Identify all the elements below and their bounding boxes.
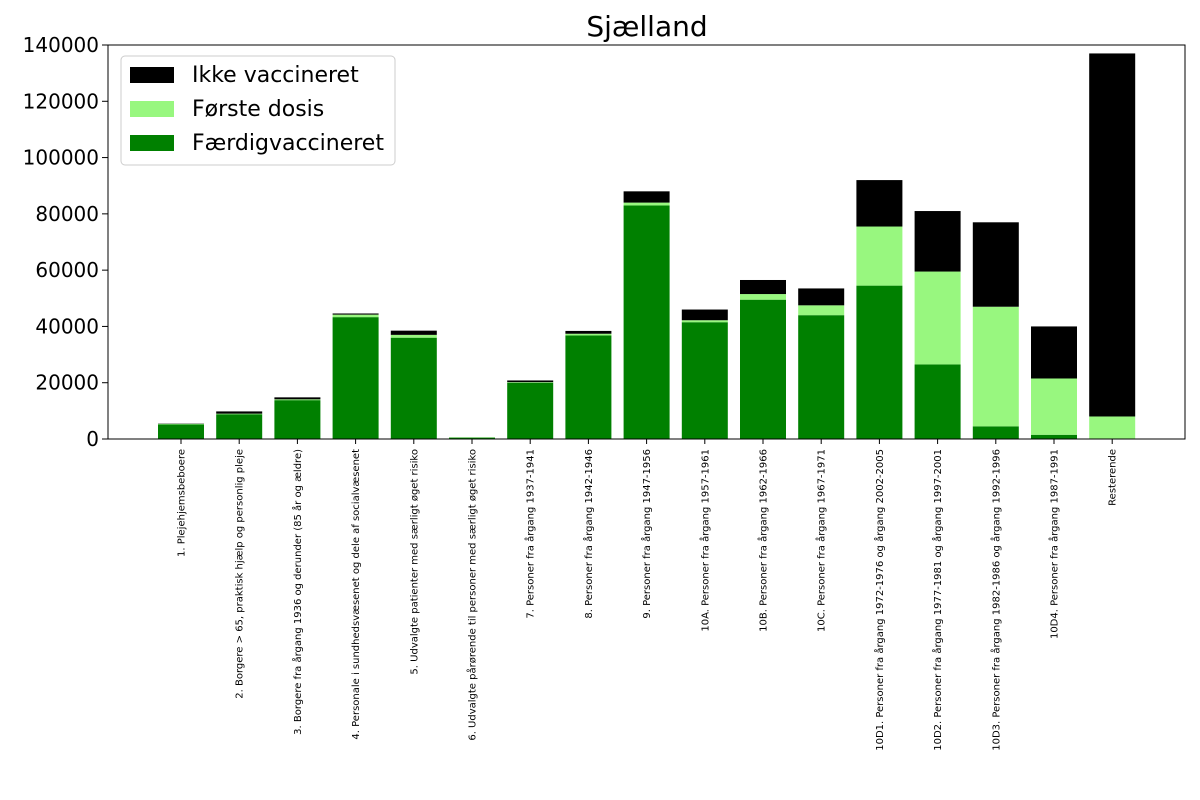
y-tick-label: 100000 bbox=[23, 146, 99, 170]
y-tick-label: 140000 bbox=[23, 33, 99, 57]
bar-segment-ikke-vaccineret-10 bbox=[740, 279, 786, 295]
bar-segment-færdigvaccineret-4 bbox=[390, 337, 437, 439]
legend-swatch bbox=[130, 101, 174, 117]
bars-layer bbox=[158, 53, 1136, 439]
x-tick-label: 7. Personer fra årgang 1937-1941 bbox=[524, 449, 537, 619]
bar-segment-færdigvaccineret-0 bbox=[158, 424, 204, 439]
legend-swatch bbox=[130, 135, 174, 151]
legend-box bbox=[120, 55, 396, 166]
bar-segment-første-dosis-12 bbox=[856, 226, 903, 286]
y-tick-label: 60000 bbox=[35, 258, 99, 282]
bar-segment-første-dosis-7 bbox=[565, 333, 612, 336]
bar-segment-ikke-vaccineret-9 bbox=[681, 309, 728, 321]
x-tick-label: 10D3. Personer fra årgang 1982-1986 og å… bbox=[989, 449, 1002, 751]
legend-label: Første dosis bbox=[192, 97, 324, 122]
bar-segment-ikke-vaccineret-12 bbox=[856, 180, 903, 227]
bar-segment-første-dosis-2 bbox=[274, 399, 321, 401]
bar-segment-første-dosis-4 bbox=[390, 334, 437, 338]
bar-segment-ikke-vaccineret-1 bbox=[216, 411, 263, 414]
bar-segment-færdigvaccineret-1 bbox=[216, 414, 263, 439]
chart-title: Sjælland bbox=[586, 10, 707, 43]
x-tick-label: 6. Udvalgte pårørende til personer med s… bbox=[466, 449, 479, 741]
y-axis: 0 20000 40000 60000 80000 100000 120000 140000 bbox=[23, 33, 108, 451]
x-tick-label: 10D4. Personer fra årgang 1987-1991 bbox=[1048, 449, 1061, 639]
x-tick-label: 10D1. Personer fra årgang 1972-1976 og å… bbox=[873, 449, 886, 751]
bar-segment-færdigvaccineret-5 bbox=[449, 437, 495, 439]
y-tick-label: 20000 bbox=[35, 371, 99, 395]
x-tick-label: 4. Personale i sundhedsvæsenet og dele a… bbox=[351, 449, 362, 740]
x-tick-label: 5. Udvalgte patienter med særligt øget r… bbox=[409, 449, 420, 675]
x-tick-label: Resterende bbox=[1108, 449, 1119, 506]
bar-segment-første-dosis-8 bbox=[623, 202, 670, 206]
bar-segment-ikke-vaccineret-7 bbox=[565, 330, 612, 334]
x-tick-label: 10D2. Personer fra årgang 1977-1981 og å… bbox=[931, 449, 944, 751]
x-tick-label: 3. Borgere fra årgang 1936 og derunder (… bbox=[291, 449, 304, 735]
bar-segment-færdigvaccineret-6 bbox=[507, 382, 554, 439]
y-tick-label: 80000 bbox=[35, 202, 99, 226]
x-tick-label: 10C. Personer fra årgang 1967-1971 bbox=[815, 449, 828, 632]
bar-segment-ikke-vaccineret-6 bbox=[507, 380, 554, 383]
bar-segment-første-dosis-13 bbox=[914, 271, 961, 365]
bar-segment-første-dosis-1 bbox=[216, 413, 263, 415]
bar-segment-ikke-vaccineret-15 bbox=[1031, 326, 1077, 379]
bar-segment-ikke-vaccineret-11 bbox=[798, 288, 845, 306]
x-tick-label: 9. Personer fra årgang 1947-1956 bbox=[640, 449, 653, 619]
x-axis: 1. Plejehjemsbeboere 2. Borgere > 65, pra… bbox=[177, 439, 1119, 751]
bar-segment-første-dosis-11 bbox=[798, 305, 845, 316]
bar-segment-færdigvaccineret-7 bbox=[565, 335, 612, 439]
bar-segment-første-dosis-16 bbox=[1089, 416, 1136, 439]
bar-segment-færdigvaccineret-12 bbox=[856, 285, 903, 439]
bar-segment-første-dosis-3 bbox=[332, 314, 379, 318]
x-tick-label: 10B. Personer fra årgang 1962-1966 bbox=[757, 449, 770, 632]
y-tick-label: 0 bbox=[86, 427, 99, 451]
legend: Ikke vaccineret Første dosis Færdigvaccine… bbox=[120, 55, 396, 166]
bar-segment-ikke-vaccineret-13 bbox=[914, 211, 961, 272]
x-tick-label: 10A. Personer fra årgang 1957-1961 bbox=[698, 449, 711, 632]
bar-segment-ikke-vaccineret-16 bbox=[1089, 53, 1136, 417]
legend-swatch bbox=[130, 67, 174, 83]
bar-segment-færdigvaccineret-10 bbox=[740, 299, 786, 439]
bar-segment-færdigvaccineret-13 bbox=[914, 364, 961, 439]
x-tick-label: 2. Borgere > 65, praktisk hjælp og perso… bbox=[235, 449, 246, 699]
bar-segment-færdigvaccineret-11 bbox=[798, 315, 845, 439]
legend-label: Ikke vaccineret bbox=[192, 63, 359, 88]
bar-segment-færdigvaccineret-8 bbox=[623, 205, 670, 439]
bar-segment-første-dosis-10 bbox=[740, 294, 786, 300]
bar-segment-ikke-vaccineret-8 bbox=[623, 191, 670, 203]
bar-segment-ikke-vaccineret-4 bbox=[390, 330, 437, 335]
y-tick-label: 40000 bbox=[35, 314, 99, 338]
bar-segment-første-dosis-15 bbox=[1031, 378, 1077, 435]
bar-segment-første-dosis-14 bbox=[972, 306, 1019, 427]
bar-segment-færdigvaccineret-15 bbox=[1031, 434, 1077, 439]
bar-segment-første-dosis-6 bbox=[507, 382, 554, 383]
bar-segment-færdigvaccineret-2 bbox=[274, 400, 321, 439]
x-tick-label: 8. Personer fra årgang 1942-1946 bbox=[582, 449, 595, 619]
bar-segment-færdigvaccineret-9 bbox=[681, 322, 728, 439]
x-tick-label: 1. Plejehjemsbeboere bbox=[177, 449, 188, 557]
legend-label: Færdigvaccineret bbox=[192, 131, 384, 156]
plot-frame bbox=[107, 44, 1186, 440]
bar-segment-færdigvaccineret-3 bbox=[332, 317, 379, 439]
bar-segment-første-dosis-9 bbox=[681, 320, 728, 323]
bar-segment-færdigvaccineret-14 bbox=[972, 426, 1019, 439]
bar-segment-ikke-vaccineret-2 bbox=[274, 397, 321, 400]
bar-segment-første-dosis-0 bbox=[158, 423, 204, 425]
bar-segment-ikke-vaccineret-3 bbox=[332, 313, 379, 315]
bar-segment-ikke-vaccineret-14 bbox=[972, 222, 1019, 307]
y-tick-label: 120000 bbox=[23, 89, 99, 113]
